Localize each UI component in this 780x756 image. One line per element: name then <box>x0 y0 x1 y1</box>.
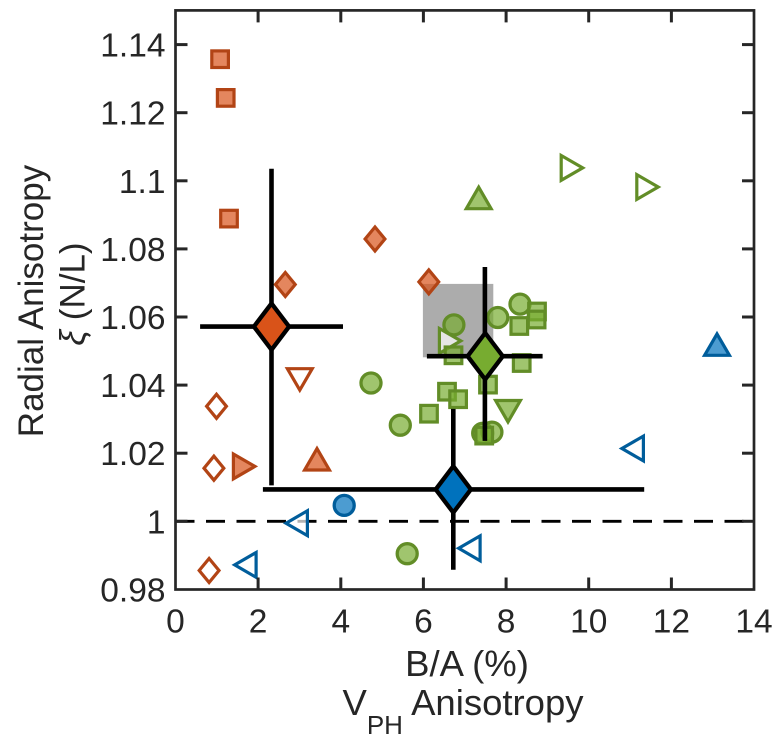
svg-text:4: 4 <box>331 604 350 641</box>
svg-text:14: 14 <box>735 604 772 641</box>
svg-text:1.06: 1.06 <box>100 300 165 337</box>
svg-text:1.1: 1.1 <box>119 164 166 201</box>
svg-text:0.98: 0.98 <box>100 572 165 609</box>
svg-text:B/A (%): B/A (%) <box>405 643 529 684</box>
svg-text:Radial Anisotropy: Radial Anisotropy <box>12 164 51 437</box>
svg-text:1.02: 1.02 <box>100 436 165 473</box>
svg-text:0: 0 <box>166 604 185 641</box>
svg-text:6: 6 <box>414 604 433 641</box>
svg-text:1.04: 1.04 <box>100 368 165 405</box>
svg-text:8: 8 <box>497 604 516 641</box>
svg-text:12: 12 <box>653 604 690 641</box>
svg-text:2: 2 <box>249 604 268 641</box>
svg-text:1.12: 1.12 <box>100 96 165 133</box>
svg-text:1.08: 1.08 <box>100 232 165 269</box>
svg-text:ξ (N/L): ξ (N/L) <box>54 242 93 345</box>
svg-text:10: 10 <box>570 604 607 641</box>
svg-text:1.14: 1.14 <box>100 28 165 65</box>
svg-text:1: 1 <box>147 504 166 541</box>
